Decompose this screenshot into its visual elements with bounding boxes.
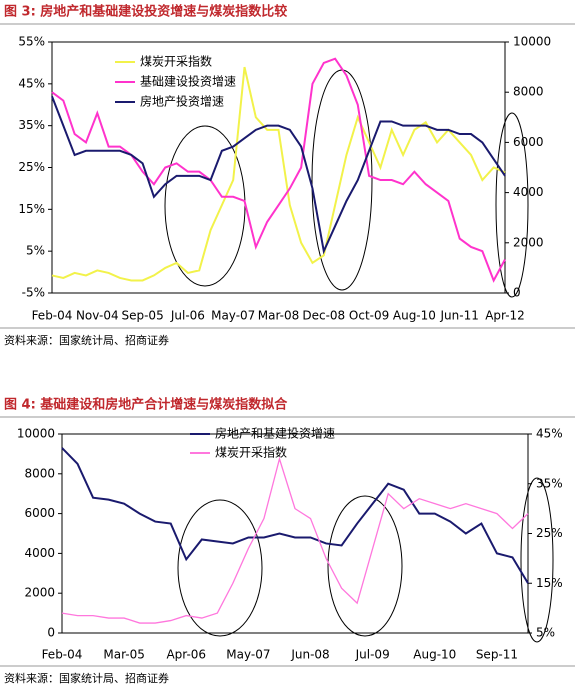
legend-label: 房地产投资增速: [140, 94, 224, 109]
y-tick-label: 5%: [26, 244, 45, 258]
y-tick-label: 10000: [17, 427, 55, 441]
x-tick-label: Nov-04: [76, 309, 119, 323]
y2-tick-label: 6000: [513, 135, 544, 149]
x-tick-label: Dec-08: [302, 309, 345, 323]
figure-title: 图 3: 房地产和基础建设投资增速与煤炭指数比较: [4, 4, 287, 20]
x-tick-label: Jul-06: [170, 309, 205, 323]
y-tick-label: 8000: [24, 466, 55, 480]
series-line: [61, 447, 529, 584]
x-tick-label: Feb-04: [32, 309, 73, 323]
y-tick-label: 45%: [18, 76, 45, 90]
plot-frame: [61, 433, 529, 634]
x-tick-label: Mar-08: [258, 309, 299, 323]
highlight-ellipse: [495, 112, 529, 298]
y2-tick-label: 8000: [513, 85, 544, 99]
y2-tick-label: 0: [513, 286, 521, 300]
y-tick-label: 6000: [24, 506, 55, 520]
x-tick-label: Mar-05: [103, 648, 144, 662]
x-tick-label: Aug-10: [393, 309, 436, 323]
series-line: [61, 456, 529, 624]
y-tick-label: -5%: [22, 286, 45, 300]
y-tick-label: 15%: [18, 202, 45, 216]
series-line: [51, 96, 506, 255]
x-tick-label: Jul-09: [355, 648, 390, 662]
figure-title: 图 4: 基础建设和房地产合计增速与煤炭指数拟合: [4, 397, 288, 413]
x-tick-label: May-07: [226, 648, 270, 662]
highlight-ellipse: [177, 499, 263, 637]
y2-tick-label: 4000: [513, 185, 544, 199]
x-tick-label: Apr-12: [485, 309, 525, 323]
y2-tick-label: 10000: [513, 35, 551, 49]
y-tick-label: 25%: [18, 160, 45, 174]
y-tick-label: 2000: [24, 586, 55, 600]
y2-tick-label: 35%: [536, 476, 563, 490]
source: 资料来源：国家统计局、招商证券: [4, 333, 169, 347]
highlight-ellipse: [327, 495, 403, 637]
x-tick-label: May-07: [211, 309, 255, 323]
y2-tick-label: 25%: [536, 526, 563, 540]
y2-tick-label: 2000: [513, 235, 544, 249]
legend-label: 煤炭开采指数: [140, 54, 212, 69]
y2-tick-label: 5%: [536, 626, 555, 640]
y2-tick-label: 45%: [536, 427, 563, 441]
y2-tick-label: 15%: [536, 576, 563, 590]
annotations: [164, 69, 554, 643]
x-tick-label: Sep-11: [476, 648, 518, 662]
x-tick-label: Apr-06: [166, 648, 206, 662]
y-tick-label: 55%: [18, 35, 45, 49]
source: 资料来源：国家统计局、招商证券: [4, 671, 169, 685]
legend-label: 基础建设投资增速: [140, 74, 236, 89]
y-tick-label: 0: [47, 626, 55, 640]
highlight-ellipse: [520, 477, 554, 643]
y-tick-label: 35%: [18, 118, 45, 132]
x-tick-label: Aug-10: [413, 648, 456, 662]
x-tick-label: Oct-09: [349, 309, 389, 323]
x-tick-label: Feb-04: [42, 648, 83, 662]
series-line: [51, 66, 506, 282]
legend-label: 房地产和基建投资增速: [215, 426, 335, 441]
legend-label: 煤炭开采指数: [215, 445, 287, 460]
plot-frame: [51, 41, 506, 294]
x-tick-label: Jun-08: [290, 648, 329, 662]
x-tick-label: Jun-11: [440, 309, 479, 323]
y-tick-label: 4000: [24, 546, 55, 560]
series-line: [51, 57, 506, 283]
x-tick-label: Sep-05: [121, 309, 163, 323]
